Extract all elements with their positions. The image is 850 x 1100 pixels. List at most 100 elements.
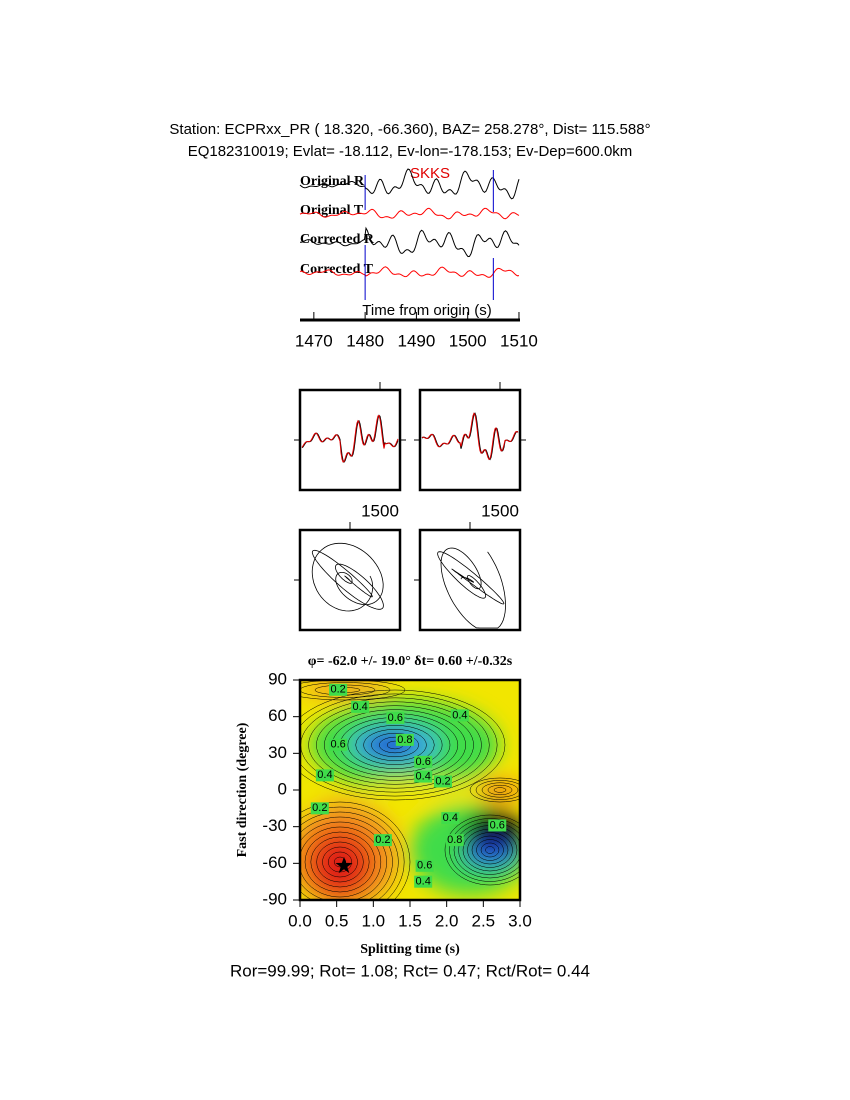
y-tick-label: -90 xyxy=(262,889,287,908)
contour-label-bg xyxy=(386,711,405,724)
contour-line xyxy=(467,832,513,868)
contour-line xyxy=(485,846,495,854)
contour-line xyxy=(471,835,509,865)
y-tick-label: 0 xyxy=(278,779,287,798)
contour-label-bg xyxy=(488,819,507,832)
x-tick-label: 2.5 xyxy=(472,911,496,930)
trace-label: Corrected T xyxy=(300,262,374,277)
contour-label-bg xyxy=(441,812,460,825)
contour-label-bg xyxy=(315,769,334,782)
trace-label: Original T xyxy=(300,203,364,218)
x-tick-label: 1470 xyxy=(295,331,333,350)
panel-frame xyxy=(298,388,402,492)
contour-label-bg xyxy=(450,709,469,722)
contour-line xyxy=(316,841,364,883)
trace xyxy=(421,412,519,461)
phase-label: SKKS xyxy=(410,165,450,182)
particle-motion xyxy=(437,547,506,629)
x-axis-label: Time from origin (s) xyxy=(362,302,491,319)
header-line: Station: ECPRxx_PR ( 18.320, -66.360), B… xyxy=(169,121,650,138)
contour-label: 0.2 xyxy=(312,802,327,814)
contour-line xyxy=(304,831,376,893)
trace xyxy=(299,266,520,278)
contour-line xyxy=(300,801,411,900)
contour-label-bg xyxy=(373,834,392,847)
contour-line xyxy=(449,818,520,882)
trace xyxy=(299,207,520,220)
x-tick-label: 0.0 xyxy=(288,911,312,930)
x-tick-label: 2.0 xyxy=(435,911,459,930)
contour-line xyxy=(300,826,382,898)
y-tick-label: 60 xyxy=(268,706,287,725)
panel-frame xyxy=(418,528,522,632)
trace xyxy=(299,226,520,258)
contour-line xyxy=(480,842,500,858)
x-tick-label: 1490 xyxy=(397,331,435,350)
contour-line xyxy=(300,689,506,801)
contour-label: 0.4 xyxy=(416,770,431,782)
contour-line xyxy=(300,680,406,701)
contour-line xyxy=(371,732,419,758)
contour-label: 0.2 xyxy=(330,684,345,696)
header-line: EQ182310019; Evlat= -18.112, Ev-lon=-178… xyxy=(188,143,633,160)
contour-label: 0.6 xyxy=(330,739,345,751)
best-estimate xyxy=(335,856,353,874)
contour-line xyxy=(300,682,391,698)
trace xyxy=(301,414,399,463)
contour-title: φ= -62.0 +/- 19.0° δt= 0.60 +/-0.32s xyxy=(308,654,513,669)
contour-line xyxy=(333,856,347,868)
contour-label-bg xyxy=(445,834,464,847)
contour-label-bg xyxy=(434,775,452,788)
field-blob xyxy=(360,780,480,800)
contour-line xyxy=(469,777,520,803)
x-tick-label: 1.5 xyxy=(398,911,422,930)
contour-line xyxy=(300,816,393,900)
contour-line xyxy=(355,725,435,765)
contour-label: 0.6 xyxy=(388,712,403,724)
contour-label-bg xyxy=(351,700,370,713)
x-tick-label: 1.0 xyxy=(362,911,386,930)
contour-line xyxy=(363,729,427,761)
contour-line xyxy=(300,806,405,900)
y-tick-label: -60 xyxy=(262,853,287,872)
contour-label-bg xyxy=(414,755,433,768)
contour-label: 0.4 xyxy=(443,812,458,824)
contour-label-bg xyxy=(329,738,348,751)
contour-line xyxy=(316,705,474,785)
contour-label-bg xyxy=(415,859,434,872)
y-tick-label: 90 xyxy=(268,669,287,688)
contour-label-bg xyxy=(395,733,414,746)
trace xyxy=(301,414,399,463)
x-tick-label: 3.0 xyxy=(508,911,532,930)
contour-label: 0.8 xyxy=(447,834,462,846)
contour-line xyxy=(300,811,399,900)
contour-line xyxy=(444,814,520,886)
y-axis-label: Fast direction (degree) xyxy=(235,722,250,857)
field-blob xyxy=(462,843,518,867)
contour-line xyxy=(487,784,513,796)
contour-label-bg xyxy=(329,683,348,696)
x-tick-label: 1500 xyxy=(449,331,487,350)
contour-label: 0.4 xyxy=(352,701,367,713)
y-tick-label: 30 xyxy=(268,743,287,762)
contour-line xyxy=(476,839,504,861)
x-tick-label: 1500 xyxy=(361,501,399,520)
contour-line xyxy=(308,701,482,789)
contour-line xyxy=(481,782,519,798)
contour-line xyxy=(475,780,520,800)
contour-line xyxy=(300,693,498,797)
contour-label: 0.6 xyxy=(417,860,432,872)
contour-label: 0.4 xyxy=(452,709,467,721)
contour-line xyxy=(322,846,358,878)
contour-label-bg xyxy=(414,875,433,888)
contour-label: 0.2 xyxy=(375,834,390,846)
y-tick-label: -30 xyxy=(262,816,287,835)
trace-label: Original R xyxy=(300,174,365,189)
x-tick-label: 0.5 xyxy=(325,911,349,930)
contour-line xyxy=(493,787,507,793)
contour-line xyxy=(300,821,387,900)
x-tick-label: 1480 xyxy=(346,331,384,350)
contour-label: 0.6 xyxy=(416,756,431,768)
contour-label: 0.4 xyxy=(416,876,431,888)
